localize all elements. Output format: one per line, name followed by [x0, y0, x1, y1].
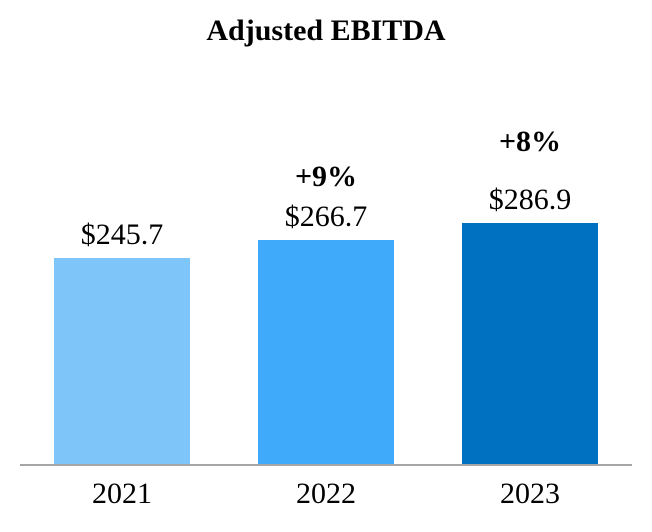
value-label-2023: $286.9 [488, 183, 572, 216]
category-label-2023: 2023 [500, 477, 560, 510]
bar-2021 [54, 258, 190, 464]
category-label-2022: 2022 [296, 477, 356, 510]
value-label-2021: $245.7 [80, 218, 164, 251]
growth-label-2023: +8% [498, 125, 562, 158]
category-label-2021: 2021 [92, 477, 152, 510]
bar-2022 [258, 240, 394, 464]
value-label-2022: $266.7 [284, 200, 368, 233]
bar-2023 [462, 223, 598, 464]
growth-label-2022: +9% [294, 160, 358, 193]
x-axis-line [20, 464, 632, 466]
chart-title: Adjusted EBITDA [206, 14, 446, 47]
